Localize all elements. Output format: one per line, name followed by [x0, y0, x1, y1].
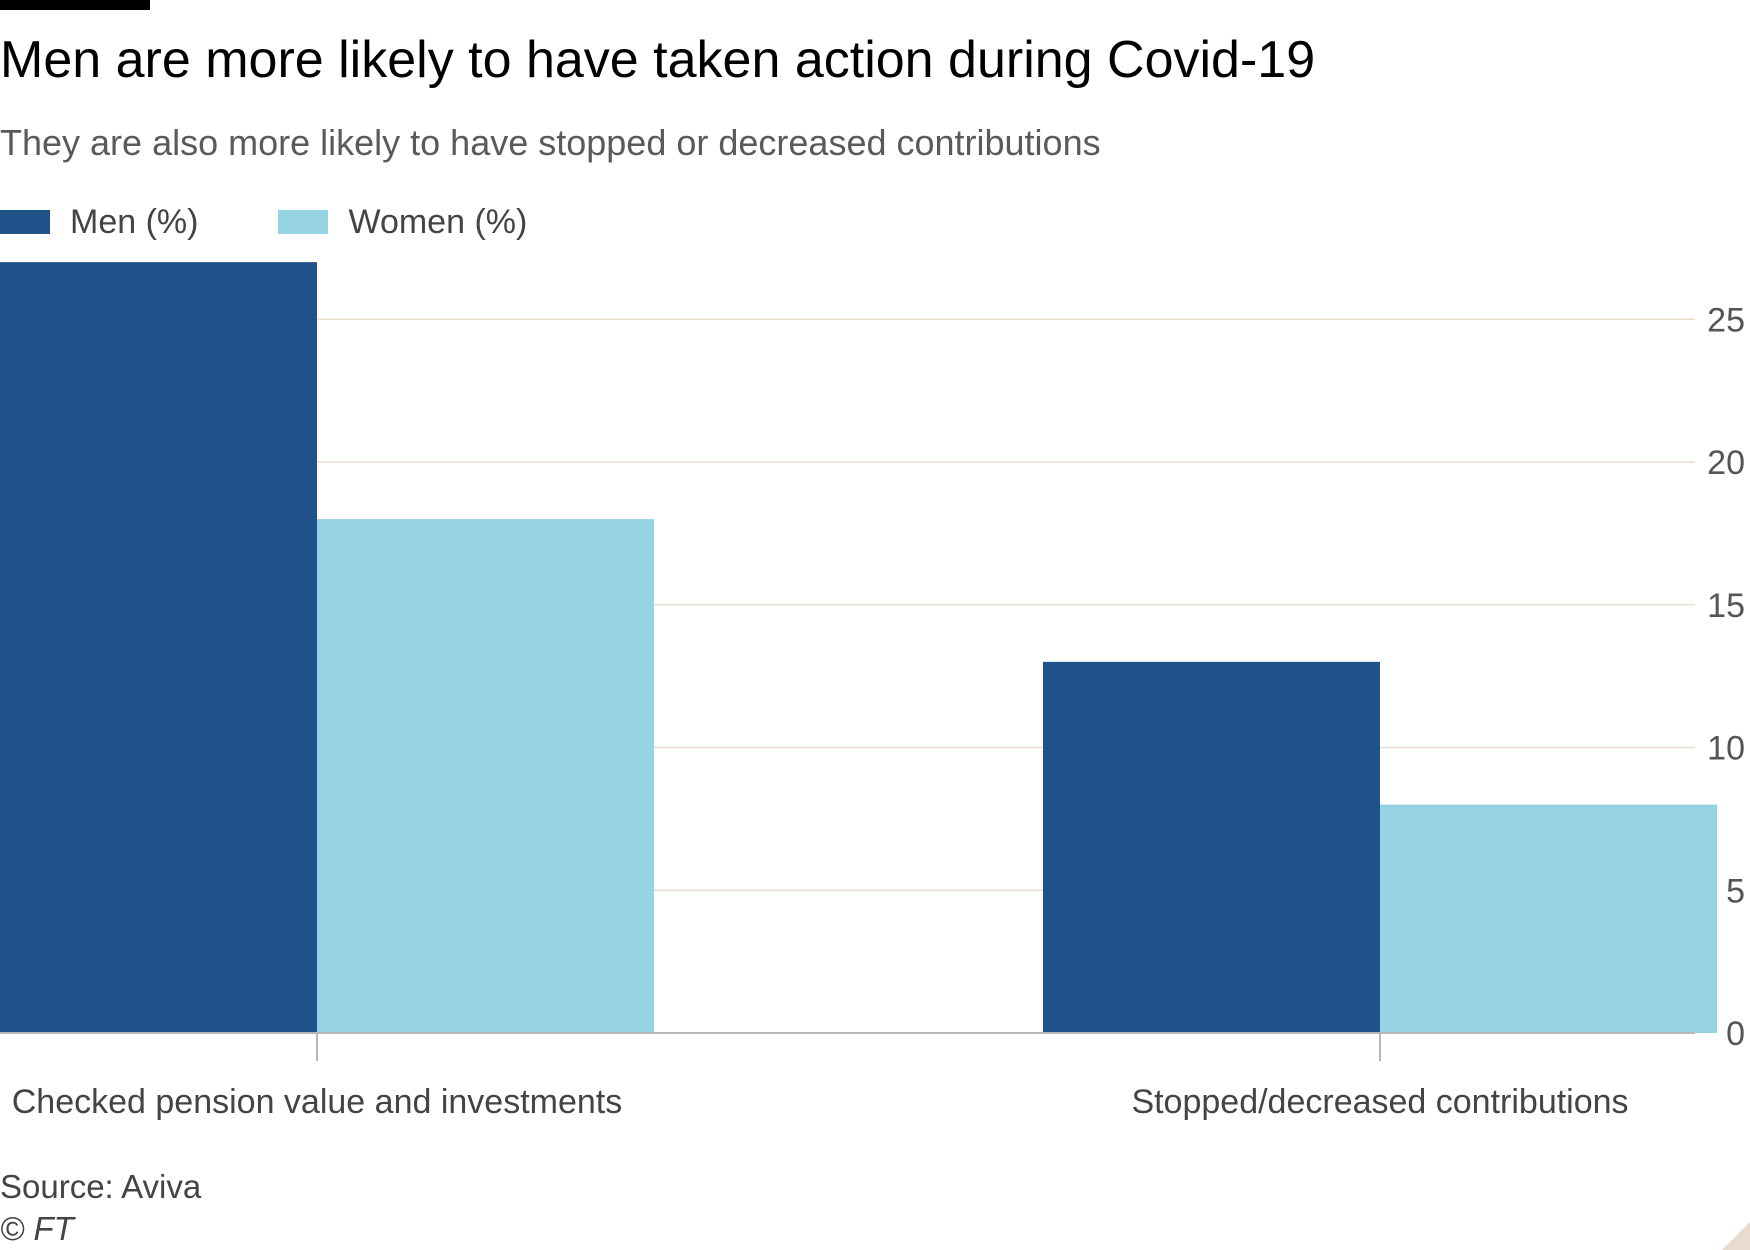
- y-tick-label: 0: [1726, 1015, 1745, 1053]
- copyright-note: © FT: [0, 1210, 74, 1247]
- corner-mark: [1722, 1222, 1750, 1250]
- legend-label-women: Women (%): [348, 202, 528, 241]
- legend-item-men: Men (%): [0, 203, 198, 242]
- y-tick-label: 20: [1707, 444, 1745, 482]
- top-accent-bar: [0, 0, 150, 10]
- bar-chart: 0 5 10 15 20 25 Checked pension value and inve…: [0, 262, 1745, 1120]
- bar-men: [0, 262, 317, 1033]
- legend-item-women: Women (%): [278, 203, 527, 242]
- legend-swatch-men: [0, 210, 50, 234]
- chart-subtitle: They are also more likely to have stoppe…: [0, 122, 1101, 163]
- bar-women: [317, 519, 654, 1033]
- y-tick-label: 25: [1707, 301, 1745, 339]
- x-tick-label: Stopped/decreased contributions: [1131, 1083, 1628, 1120]
- bar-women: [1380, 804, 1717, 1033]
- y-tick-label: 5: [1726, 872, 1745, 910]
- legend-label-men: Men (%): [70, 202, 199, 241]
- y-tick-label: 15: [1707, 587, 1745, 625]
- legend-swatch-women: [278, 210, 329, 234]
- legend: Men (%) Women (%): [0, 202, 607, 242]
- chart-title: Men are more likely to have taken action…: [0, 31, 1316, 89]
- y-tick-label: 10: [1707, 730, 1745, 768]
- x-tick-label: Checked pension value and investments: [12, 1083, 623, 1120]
- source-note: Source: Aviva: [0, 1168, 202, 1205]
- bar-men: [1043, 661, 1380, 1033]
